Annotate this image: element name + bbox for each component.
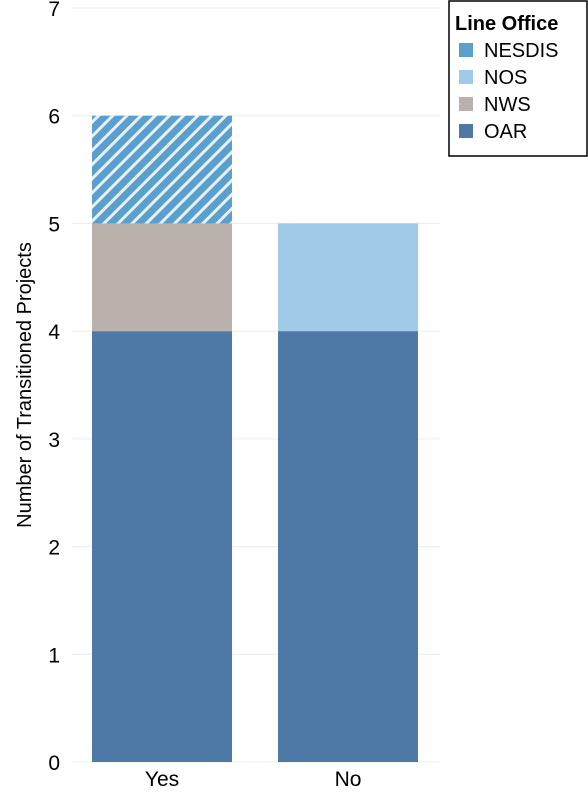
legend-swatch-nesdis [459, 43, 473, 57]
bar-segment-nesdis-yes [92, 115, 232, 224]
y-tick-label: 6 [48, 106, 60, 129]
y-tick-label: 3 [48, 429, 60, 452]
bar-segment-nos-no [278, 223, 418, 332]
y-tick-label: 0 [48, 752, 60, 775]
legend: Line Office NESDIS NOS NWS OAR [448, 0, 588, 157]
y-tick-label: 2 [48, 537, 60, 560]
y-axis-ticks: 0 1 2 3 4 5 6 7 [48, 0, 60, 775]
bar-segment-oar-no [278, 331, 418, 762]
legend-swatch-oar [459, 124, 473, 138]
legend-swatch-nos [459, 70, 473, 84]
legend-label-oar: OAR [484, 121, 527, 143]
x-tick-label: No [335, 768, 362, 791]
bars [92, 115, 418, 762]
legend-title: Line Office [455, 13, 558, 35]
bar-segment-nws-yes [92, 223, 232, 332]
legend-label-nos: NOS [484, 67, 527, 89]
legend-label-nws: NWS [484, 94, 531, 116]
bar-segment-oar-yes [92, 331, 232, 762]
y-tick-label: 1 [48, 644, 60, 667]
y-tick-label: 5 [48, 213, 60, 236]
legend-label-nesdis: NESDIS [484, 40, 558, 62]
y-axis-label: Number of Transitioned Projects [14, 242, 36, 528]
x-axis-ticks: Yes No [145, 768, 362, 791]
y-tick-label: 4 [48, 321, 60, 344]
y-tick-label: 7 [48, 0, 60, 21]
x-tick-label: Yes [145, 768, 179, 791]
legend-swatch-nws [459, 97, 473, 111]
